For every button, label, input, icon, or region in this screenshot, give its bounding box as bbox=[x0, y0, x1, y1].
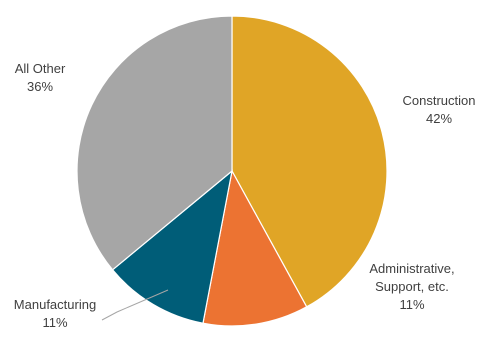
data-label-all-other: All Other 36% bbox=[15, 61, 66, 94]
pie-slice-all-other bbox=[76, 15, 233, 271]
data-labels-layer: Construction 42% Administrative, Support, e… bbox=[14, 61, 476, 330]
data-label-construction: Construction 42% bbox=[403, 93, 476, 126]
leader-line-manufacturing bbox=[101, 289, 169, 321]
pie-slice-construction bbox=[231, 15, 388, 308]
data-label-category: Construction bbox=[403, 93, 476, 108]
data-label-manufacturing: Manufacturing 11% bbox=[14, 297, 96, 330]
data-label-value: 11% bbox=[42, 315, 67, 330]
data-label-category: Administrative, bbox=[369, 261, 454, 276]
pie-slice-administrative-support-etc bbox=[202, 169, 308, 327]
pie-slice-manufacturing bbox=[111, 169, 233, 324]
slices-layer bbox=[76, 15, 388, 327]
data-label-administrative-support-etc: Administrative, Support, etc. 11% bbox=[369, 261, 454, 312]
data-label-category: All Other bbox=[15, 61, 66, 76]
data-label-value: 36% bbox=[27, 79, 53, 94]
data-label-value: 11% bbox=[399, 297, 424, 312]
leader-lines-layer bbox=[101, 289, 169, 321]
data-label-category: Support, etc. bbox=[375, 279, 449, 294]
data-label-value: 42% bbox=[426, 111, 452, 126]
data-label-category: Manufacturing bbox=[14, 297, 96, 312]
